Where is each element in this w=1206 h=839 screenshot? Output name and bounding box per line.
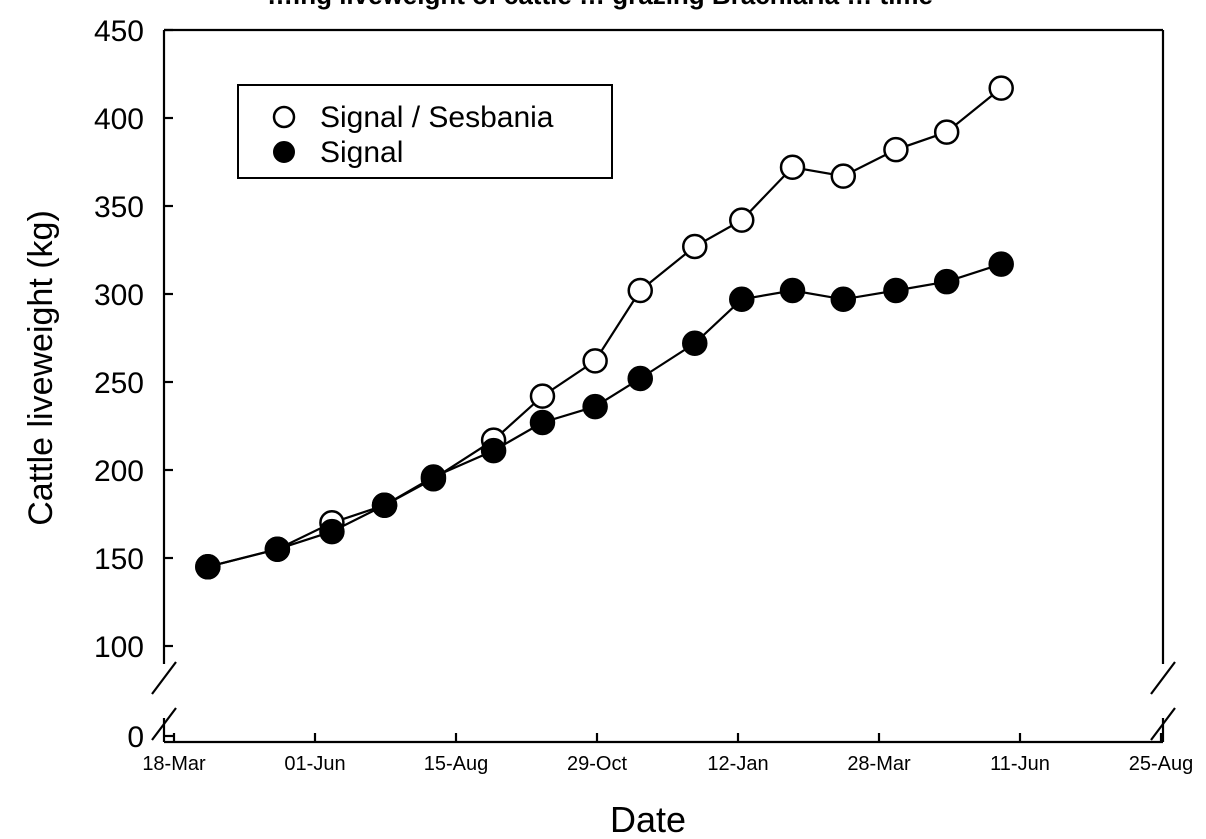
signal-point [420,464,447,490]
series-line-signal [207,263,1002,568]
y-tick-label: 250 [94,367,144,400]
signal-point [529,409,556,436]
y-tick-label: 150 [94,543,144,576]
series-lines [207,87,1002,568]
signal-sesbania-point [933,119,960,145]
x-tick-label: 25-Aug [1129,753,1194,775]
y-tick-label: 350 [94,191,144,224]
signal-sesbania-point [779,154,806,181]
signal-point [779,277,806,304]
y-tick-label: 100 [94,631,144,664]
y-break-mark-lower [151,707,177,741]
y-break-mark-upper [151,661,177,695]
signal-point [195,554,221,580]
x-tick-label: 11-Jun [990,753,1050,775]
signal-sesbania-point [682,233,708,260]
signal-sesbania-point [883,136,909,163]
signal-sesbania-point [729,207,755,233]
signal-point [264,536,291,562]
signal-sesbania-point [529,383,556,409]
signal-point [582,393,608,420]
signal-point [830,286,857,313]
signal-point [729,286,755,313]
right-break-mark-lower [1150,707,1176,741]
signal-point [988,251,1014,277]
series-points [195,75,1014,580]
signal-point [627,365,653,392]
signal-point [480,437,507,464]
legend-box [237,84,613,179]
x-tick-label: 29-Oct [567,753,627,775]
legend-marker-signal-sesbania [272,105,296,129]
series-line-signal-sesbania [207,87,1002,568]
chart-title: …ing liveweight of cattle … grazing Brac… [267,0,933,10]
x-tick-label: 28-Mar [847,753,911,775]
signal-sesbania-point [830,163,857,189]
y-axis-title: Cattle liveweight (kg) [22,210,60,526]
signal-point [371,492,398,518]
x-tick-label: 15-Aug [424,753,489,775]
x-tick-labels: 18-Mar 01-Jun 15-Aug 29-Oct 12-Jan 28-Mar 11-J… [142,753,1193,775]
signal-sesbania-point [582,348,608,374]
y-tick-label: 200 [94,455,144,488]
x-tick-label: 12-Jan [707,753,768,775]
legend-label-signal-sesbania: Signal / Sesbania [320,101,554,134]
y-tick-label: 400 [94,103,144,136]
signal-sesbania-point [627,277,653,304]
signal-sesbania-point [988,75,1014,101]
signal-point [883,277,909,304]
y-tick-labels: 0 100 150 200 250 300 350 400 450 [94,15,144,754]
x-tick-label: 18-Mar [142,753,206,775]
y-tick-label: 300 [94,279,144,312]
y-tick-label: 450 [94,15,144,48]
axes [151,28,1176,744]
legend: Signal / Sesbania Signal [237,84,613,179]
signal-point [319,518,345,545]
legend-label-signal: Signal [320,136,403,169]
x-tick-label: 01-Jun [284,753,345,775]
right-break-mark-upper [1150,661,1176,695]
x-axis-title: Date [610,799,686,839]
legend-marker-signal [273,141,295,163]
signal-point [933,268,960,295]
signal-point [682,330,708,357]
y-tick-label: 0 [127,721,144,754]
